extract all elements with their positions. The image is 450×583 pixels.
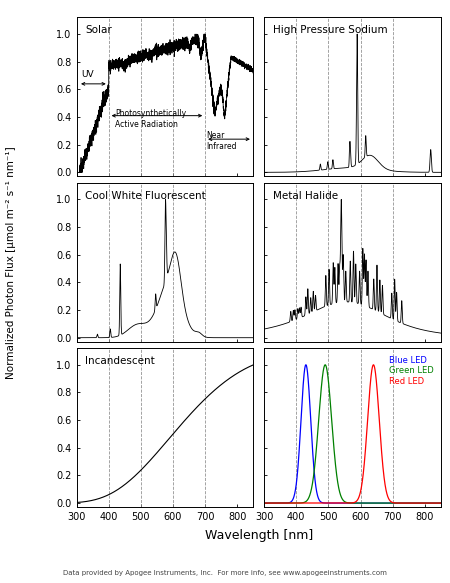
Green LED [292,500,297,507]
Text: Cool White Fluorescent: Cool White Fluorescent [86,191,206,201]
Red LED [261,500,267,507]
Blue LED [337,500,342,507]
Green LED [261,500,267,507]
Blue LED [282,500,287,507]
Text: Metal Halide: Metal Halide [273,191,338,201]
Blue LED [329,500,335,507]
Blue LED [303,361,309,368]
Text: UV: UV [81,70,94,79]
Green LED [329,420,335,427]
Text: Data provided by Apogee Instruments, Inc.  For more info, see www.apogeeinstrume: Data provided by Apogee Instruments, Inc… [63,570,387,576]
Green LED [416,500,421,507]
Blue LED [438,500,444,507]
Red LED [416,500,421,507]
Line: Blue LED: Blue LED [264,365,441,503]
Text: Solar: Solar [86,26,112,36]
Green LED [337,489,342,496]
Text: Near
Infrared: Near Infrared [206,131,237,151]
Red LED [435,500,440,507]
Text: Normalized Photon Flux [μmol m⁻² s⁻¹ nm⁻¹]: Normalized Photon Flux [μmol m⁻² s⁻¹ nm⁻… [6,146,16,379]
Red LED [329,500,335,507]
Text: Wavelength [nm]: Wavelength [nm] [205,529,313,542]
Text: Incandescent: Incandescent [86,356,155,366]
Blue LED [261,500,267,507]
Line: Red LED: Red LED [264,365,441,503]
Text: Photosynthetically
Active Radiation: Photosynthetically Active Radiation [115,110,186,129]
Green LED [282,500,287,507]
Red LED [282,500,287,507]
Green LED [323,361,328,368]
Red LED [337,500,342,507]
Text: High Pressure Sodium: High Pressure Sodium [273,26,387,36]
Red LED [292,500,297,507]
Legend: Blue LED, Green LED, Red LED: Blue LED, Green LED, Red LED [385,352,437,389]
Red LED [371,361,376,368]
Line: Green LED: Green LED [264,365,441,503]
Green LED [435,500,440,507]
Blue LED [435,500,440,507]
Red LED [438,500,444,507]
Blue LED [416,500,421,507]
Green LED [438,500,444,507]
Blue LED [292,490,297,497]
